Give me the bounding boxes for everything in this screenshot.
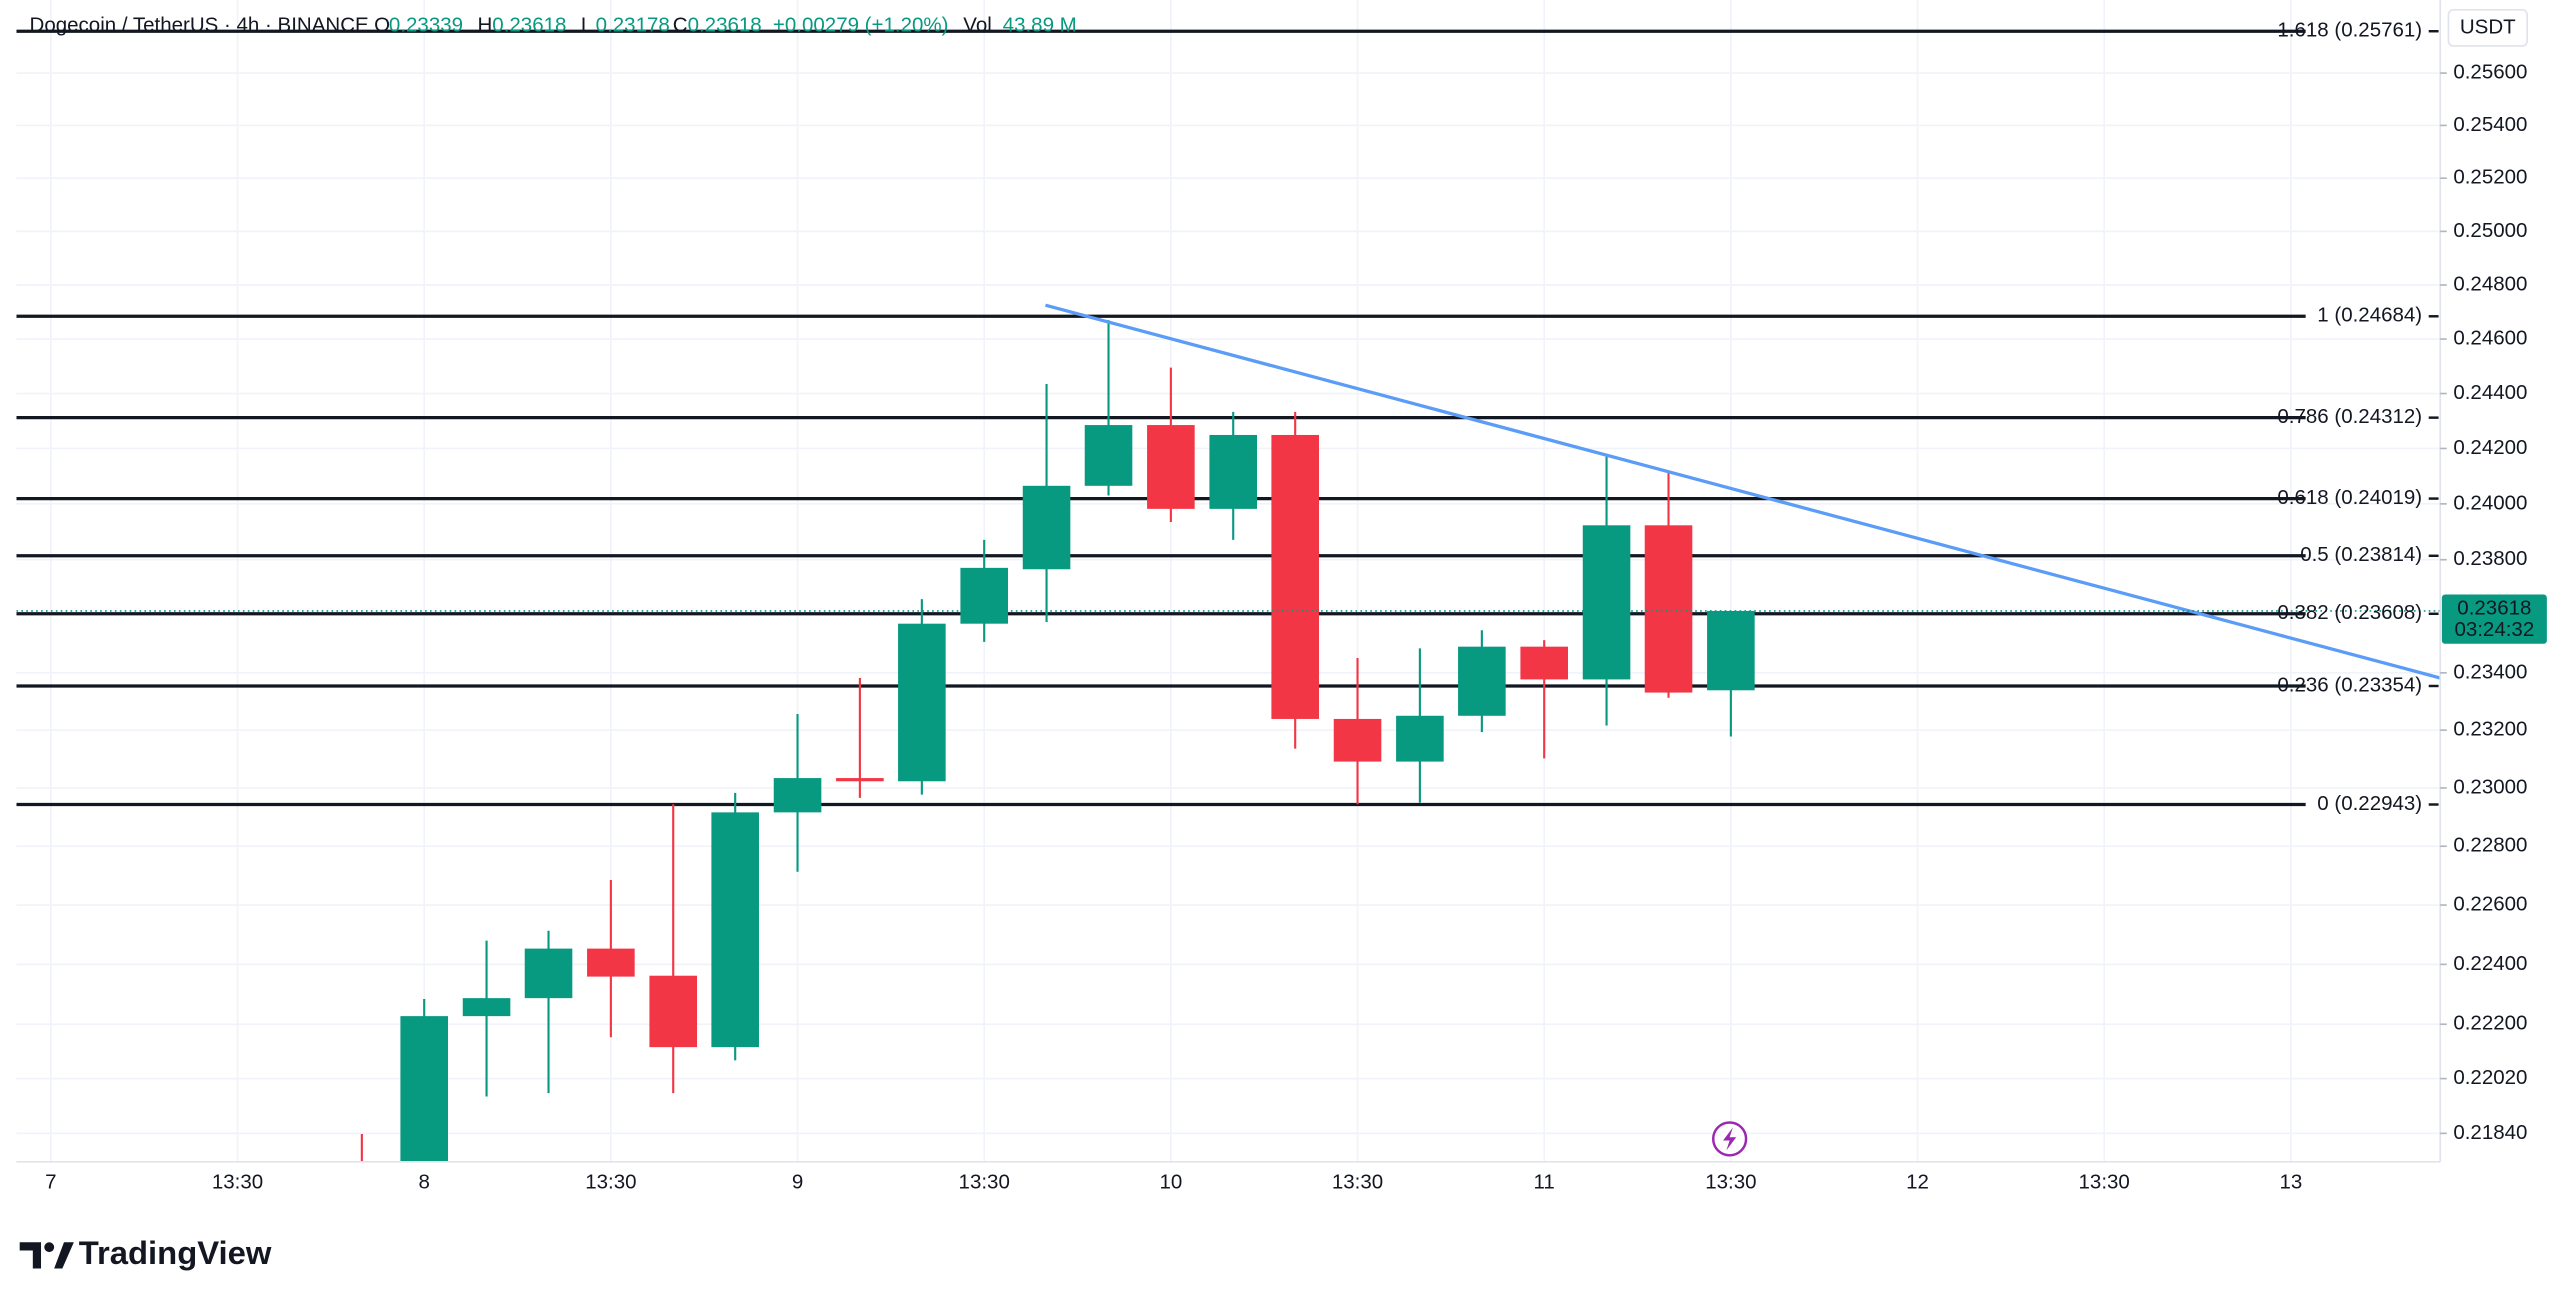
fib-level-label: 1 (0.24684) [2317,304,2422,327]
y-tick-label: 0.23400 [2453,660,2527,683]
x-tick-label: 9 [792,1171,803,1194]
ohlc-label: C [673,14,688,37]
candle-body [524,948,573,999]
trendline [1045,303,2441,680]
candle-body [1707,610,1755,691]
candle-body [960,567,1008,624]
y-tick-label: 0.23000 [2453,775,2527,798]
candle-body [1271,434,1319,719]
change: +0.00279 (+1.20%) [773,14,949,37]
y-tick-label: 0.21840 [2453,1121,2527,1144]
y-tick-label: 0.24600 [2453,326,2527,349]
last-price-box [2441,594,2547,644]
y-tick-label: 0.22200 [2453,1012,2527,1035]
fib-level-label: 0.618 (0.24019) [2277,486,2422,509]
ohlc-label: O [374,14,390,37]
candle-body [1396,715,1444,762]
volume-label: Vol [963,14,991,37]
x-tick-label: 11 [1534,1171,1555,1194]
candle-body [1022,485,1071,570]
y-tick-label: 0.24200 [2453,436,2527,459]
x-tick-label: 13:30 [585,1171,636,1194]
y-tick-label: 0.22020 [2453,1066,2527,1089]
y-tick-label: 0.22600 [2453,892,2527,915]
candle-body [462,998,511,1017]
candle-body [587,948,635,977]
fib-level-label: 0.5 (0.23814) [2300,543,2422,566]
y-tick-label: 0.25600 [2453,60,2527,83]
candle-body [898,623,946,782]
y-tick-label: 0.24000 [2453,491,2527,514]
y-tick-label: 0.25400 [2453,113,2527,136]
x-tick-label: 10 [1159,1171,1182,1194]
x-tick-label: 7 [45,1171,56,1194]
volume-value: 43.89 M [1003,14,1077,37]
y-tick-label: 0.22800 [2453,834,2527,857]
candle-body [1209,434,1258,509]
currency-box[interactable] [2447,9,2528,47]
x-tick-label: 12 [1906,1171,1929,1194]
y-tick-label: 0.23200 [2453,718,2527,741]
y-tick-label: 0.23800 [2453,547,2527,570]
ohlc-value: 0.23178 [596,14,670,37]
candle-body [836,778,884,782]
event-icon[interactable] [1712,1121,1748,1157]
candle-body [773,778,822,813]
ohlc-value: 0.23339 [389,14,463,37]
y-tick-label: 0.25200 [2453,166,2527,189]
candle-body [711,812,759,1048]
plot-area [16,29,2441,1162]
fib-level-label: 0.382 (0.23608) [2277,601,2422,624]
last-price-label: 0.23618 [2457,597,2531,620]
x-tick-label: 13:30 [2079,1171,2130,1194]
countdown-label: 03:24:32 [2454,618,2534,641]
x-tick-label: 13:30 [1705,1171,1756,1194]
ohlc-label: H [478,14,493,37]
candle-body [400,1016,448,1162]
candle-body [1333,718,1382,762]
x-tick-label: 8 [418,1171,429,1194]
ohlc-label: L [581,14,592,37]
candle-body [1520,646,1568,680]
legend-header: Dogecoin / TetherUS · 4h · BINANCE O 0.2… [30,14,1077,37]
symbol: Dogecoin / TetherUS · 4h · BINANCE [30,14,369,37]
y-tick-label: 0.22400 [2453,952,2527,975]
candle-body [1644,525,1693,693]
x-tick-label: 13:30 [959,1171,1010,1194]
x-tick-label: 13:30 [1332,1171,1383,1194]
candle-body [1582,525,1631,680]
x-tick-label: 13 [2279,1171,2302,1194]
candle-body [649,975,698,1048]
ohlc-value: 0.23618 [492,14,566,37]
y-tick-label: 0.25000 [2453,219,2527,242]
ohlc-value: 0.23618 [688,14,762,37]
fib-level-label: 0 (0.22943) [2317,792,2422,815]
y-tick-label: 0.24400 [2453,381,2527,404]
candle-body [1458,646,1506,716]
candle-body [1147,425,1195,509]
brand[interactable]: TradingView [79,1234,272,1271]
fib-level-label: 0.236 (0.23354) [2277,673,2422,696]
candle-body [1084,425,1133,486]
brand-logo[interactable]: TradingView [19,1234,272,1271]
fib-level-label: 0.786 (0.24312) [2277,405,2422,428]
currency[interactable]: USDT [2460,15,2516,38]
fib-level-label: 1.618 (0.25761) [2277,19,2422,42]
axes: 7 13:30 8 13:30 9 13:30 10 13:30 11 13:30 12 13:30 1… [45,19,2547,1194]
x-tick-label: 13:30 [212,1171,263,1194]
y-tick-label: 0.24800 [2453,272,2527,295]
